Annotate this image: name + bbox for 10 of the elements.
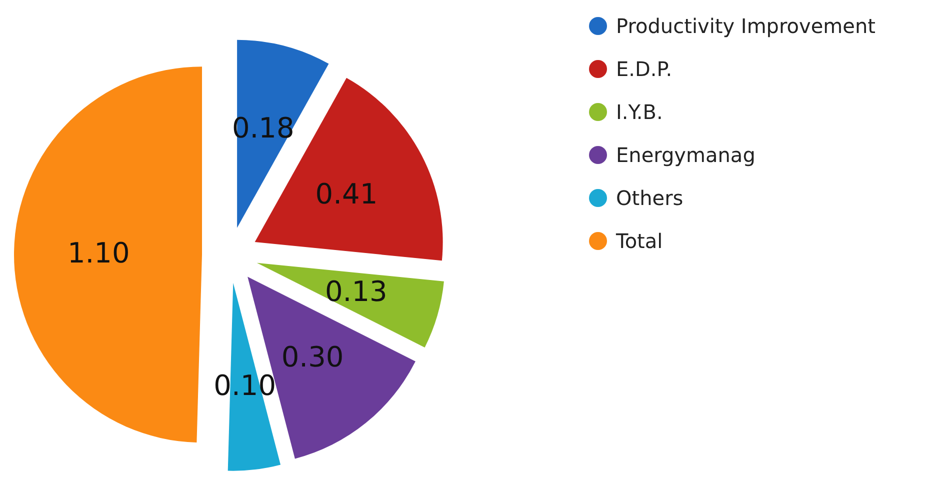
data-label: 0.13: [325, 275, 388, 308]
legend-label: Total: [615, 229, 663, 253]
legend-label: Energymanag: [616, 143, 756, 167]
legend-label: I.Y.B.: [616, 100, 663, 124]
legend-label: Others: [616, 186, 684, 210]
data-label: 0.30: [281, 340, 344, 374]
legend-label: E.D.P.: [616, 57, 672, 81]
legend-label: Productivity Improvement: [616, 14, 876, 38]
data-label: 1.10: [67, 236, 130, 270]
data-label: 0.41: [315, 178, 378, 211]
